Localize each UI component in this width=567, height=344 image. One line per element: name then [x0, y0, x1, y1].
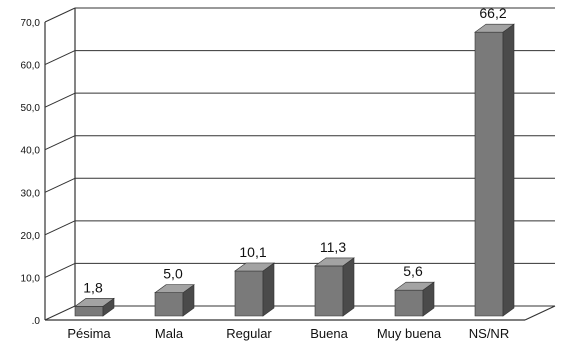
- bar-front: [314, 265, 344, 317]
- gridline-side: [44, 135, 76, 151]
- gridline-side: [44, 305, 76, 321]
- bar-front: [474, 31, 504, 317]
- data-label: 10,1: [239, 244, 266, 260]
- category-label: Mala: [155, 326, 184, 341]
- data-labels: 1,8 5,0 10,1 11,3 5,6 66,2: [83, 5, 507, 295]
- bar-front: [394, 289, 424, 317]
- bar-side: [342, 257, 355, 317]
- category-label: NS/NR: [469, 326, 509, 341]
- y-tick-label: 40,0: [21, 146, 41, 157]
- bar: [394, 281, 435, 317]
- bar-top: [74, 298, 115, 307]
- bar: [154, 284, 195, 317]
- data-label: 66,2: [479, 5, 506, 21]
- gridline-side: [44, 7, 76, 23]
- floor-right-edge: [524, 305, 556, 321]
- bar: [474, 23, 515, 317]
- data-label: 5,6: [403, 263, 423, 279]
- y-tick-label: 30,0: [21, 188, 41, 199]
- bar-front: [234, 270, 264, 317]
- bar-front: [154, 292, 184, 317]
- y-tick-label: 20,0: [21, 231, 41, 242]
- y-tick-label: .0: [32, 316, 41, 327]
- bars: [74, 23, 515, 317]
- y-tick-label: 10,0: [21, 273, 41, 284]
- y-tick-label: 50,0: [21, 103, 41, 114]
- bar-top: [154, 284, 195, 294]
- data-label: 11,3: [320, 239, 346, 255]
- bar: [234, 262, 275, 317]
- category-label: Muy buena: [377, 326, 442, 341]
- gridline-side: [44, 220, 76, 236]
- bar: [74, 297, 115, 317]
- bar: [314, 257, 355, 317]
- category-label: Pésima: [67, 326, 111, 341]
- category-label: Buena: [310, 326, 348, 341]
- gridline-side: [44, 262, 76, 278]
- bar-front: [74, 306, 104, 317]
- gridline-side: [44, 92, 76, 108]
- bar-top: [474, 23, 515, 33]
- gridline-side: [44, 177, 76, 193]
- bar-top: [394, 281, 435, 291]
- bar-top: [314, 257, 355, 267]
- y-tick-label: 60,0: [21, 61, 41, 72]
- x-axis-categories: Pésima Mala Regular Buena Muy buena NS/NR: [67, 326, 509, 341]
- gridline-side: [44, 50, 76, 66]
- bar-side: [502, 23, 515, 317]
- data-label: 5,0: [163, 266, 183, 282]
- y-axis-ticks: .0 10,0 20,0 30,0 40,0 50,0 60,0 70,0: [21, 18, 41, 327]
- chart-walls: [44, 8, 556, 321]
- y-tick-label: 70,0: [21, 18, 41, 29]
- category-label: Regular: [226, 326, 272, 341]
- bar-top: [234, 262, 275, 272]
- data-label: 1,8: [83, 279, 103, 295]
- bar-side: [262, 262, 275, 317]
